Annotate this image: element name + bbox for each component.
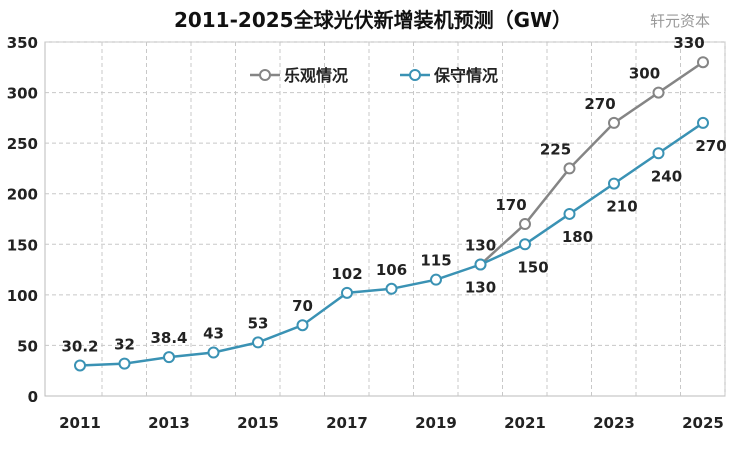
- data-label: 170: [495, 196, 526, 214]
- x-tick-label: 2011: [59, 414, 101, 432]
- series-line-0: [479, 61, 704, 266]
- x-tick-label: 2021: [504, 414, 546, 432]
- data-label: 225: [540, 140, 571, 158]
- data-point: [652, 86, 665, 99]
- data-label: 38.4: [150, 329, 187, 347]
- data-label: 43: [203, 325, 224, 343]
- data-label: 270: [584, 95, 615, 113]
- y-tick-label: 250: [7, 135, 38, 153]
- y-tick-label: 100: [7, 287, 38, 305]
- data-label: 130: [465, 279, 496, 297]
- y-tick-label: 350: [7, 34, 38, 52]
- data-label: 150: [517, 258, 548, 276]
- legend-marker: [259, 69, 271, 81]
- data-point: [341, 286, 353, 299]
- data-point: [385, 282, 398, 295]
- data-label: 53: [248, 314, 269, 332]
- x-tick-label: 2017: [326, 414, 368, 432]
- data-label: 330: [673, 34, 704, 52]
- chart-title: 2011-2025全球光伏新增装机预测（GW）: [173, 8, 573, 32]
- y-tick-label: 50: [17, 337, 38, 355]
- data-point: [207, 346, 220, 359]
- y-tick-label: 0: [28, 388, 38, 406]
- x-tick-label: 2025: [682, 414, 724, 432]
- data-point: [519, 238, 531, 251]
- data-label: 106: [376, 261, 407, 279]
- legend-label: 保守情况: [433, 66, 498, 85]
- data-point: [252, 336, 264, 349]
- y-tick-label: 300: [7, 85, 38, 103]
- data-point: [118, 357, 131, 370]
- data-label: 70: [292, 297, 313, 315]
- x-tick-label: 2023: [593, 414, 635, 432]
- legend-label: 乐观情况: [284, 66, 348, 85]
- y-tick-label: 200: [7, 186, 38, 204]
- data-label: 240: [651, 167, 682, 185]
- data-point: [296, 319, 309, 332]
- data-point: [697, 56, 709, 69]
- y-tick-label: 150: [7, 236, 38, 254]
- data-point: [563, 162, 576, 175]
- data-point: [697, 116, 709, 129]
- data-label: 32: [114, 336, 135, 354]
- data-label: 210: [606, 198, 637, 216]
- data-point: [519, 218, 531, 231]
- data-label: 180: [562, 228, 593, 246]
- legend-marker: [409, 69, 421, 81]
- data-point: [74, 359, 86, 372]
- data-label: 300: [629, 65, 660, 83]
- data-label: 30.2: [61, 337, 98, 355]
- data-label: 270: [695, 137, 726, 155]
- data-label: 115: [420, 252, 451, 270]
- x-tick-label: 2019: [415, 414, 457, 432]
- data-point: [563, 207, 576, 220]
- data-label: 130: [465, 237, 496, 255]
- data-point: [608, 177, 620, 190]
- data-label: 102: [331, 265, 362, 283]
- data-point: [430, 273, 442, 286]
- data-point: [474, 258, 487, 271]
- x-tick-label: 2013: [148, 414, 190, 432]
- watermark: 轩元资本: [650, 12, 711, 30]
- x-tick-label: 2015: [237, 414, 279, 432]
- data-point: [163, 351, 175, 364]
- data-point: [652, 147, 665, 160]
- data-point: [608, 116, 620, 129]
